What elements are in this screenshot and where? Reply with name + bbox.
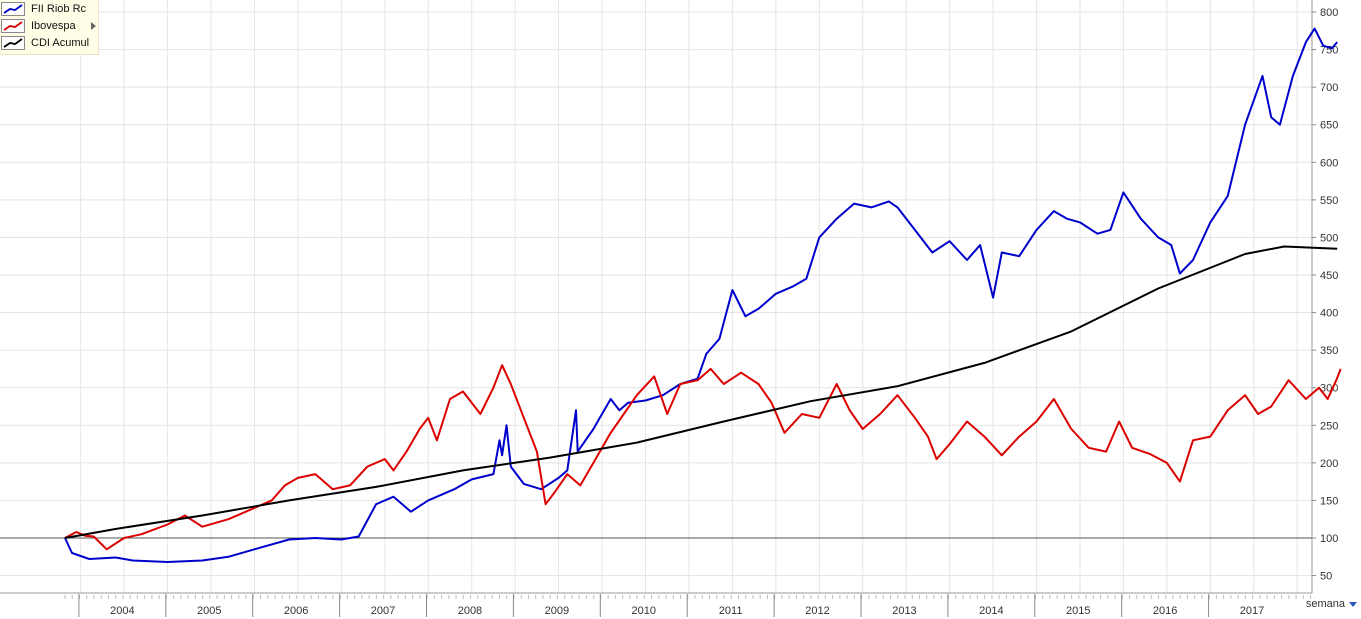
period-selector-label: semana (1305, 598, 1345, 610)
x-tick-label: 2014 (979, 605, 1003, 617)
x-tick-label: 2011 (719, 605, 743, 617)
y-tick-label: 400 (1320, 308, 1338, 320)
x-tick-label: 2012 (805, 605, 829, 617)
x-tick-label: 2007 (371, 605, 395, 617)
line-swatch-icon (1, 36, 25, 50)
legend-label: CDI Acumul (31, 37, 90, 49)
y-tick-label: 350 (1320, 345, 1338, 357)
x-tick-label: 2016 (1153, 605, 1177, 617)
y-tick-label: 650 (1320, 120, 1338, 132)
x-tick-label: 2017 (1240, 605, 1264, 617)
legend-label: FII Riob Rc (31, 3, 87, 15)
y-tick-label: 550 (1320, 195, 1338, 207)
dropdown-arrow-icon (1349, 601, 1357, 607)
x-tick-label: 2008 (458, 605, 482, 617)
series-line-ibovespa (64, 364, 1342, 551)
expand-arrow-icon[interactable] (91, 22, 96, 30)
period-selector[interactable]: semana (1306, 598, 1357, 614)
x-tick-label: 2005 (197, 605, 221, 617)
y-tick-label: 700 (1320, 82, 1338, 94)
y-tick-label: 600 (1320, 157, 1338, 169)
legend-item-ibovespa[interactable]: Ibovespa (0, 18, 98, 35)
series-line-fii-riob-rc (64, 27, 1338, 563)
legend-label: Ibovespa (31, 20, 76, 32)
x-tick-label: 2010 (632, 605, 656, 617)
x-tick-label: 2013 (892, 605, 916, 617)
legend-line-ibovespa (3, 21, 23, 31)
legend-line-fii (3, 4, 23, 14)
plot-area (0, 0, 1312, 593)
y-tick-label: 500 (1320, 232, 1338, 244)
y-tick-label: 100 (1320, 533, 1338, 545)
legend-line-cdi (3, 38, 23, 48)
y-tick-label: 250 (1320, 420, 1338, 432)
legend-item-fii-riob-rc[interactable]: FII Riob Rc (0, 1, 98, 18)
y-tick-label: 50 (1320, 571, 1332, 583)
y-tick-label: 200 (1320, 458, 1338, 470)
x-tick-label: 2009 (545, 605, 569, 617)
x-tick-label: 2015 (1066, 605, 1090, 617)
y-tick-label: 750 (1320, 45, 1338, 57)
y-tick-label: 800 (1320, 7, 1338, 19)
legend: FII Riob Rc Ibovespa CDI Acumul (0, 0, 99, 55)
line-swatch-icon (1, 19, 25, 33)
legend-item-cdi-acumul[interactable]: CDI Acumul (0, 35, 98, 52)
x-tick-label: 2004 (110, 605, 134, 617)
line-swatch-icon (1, 2, 25, 16)
series-line-cdi-acumul (64, 245, 1338, 539)
y-tick-label: 150 (1320, 495, 1338, 507)
x-tick-label: 2006 (284, 605, 308, 617)
y-tick-label: 450 (1320, 270, 1338, 282)
